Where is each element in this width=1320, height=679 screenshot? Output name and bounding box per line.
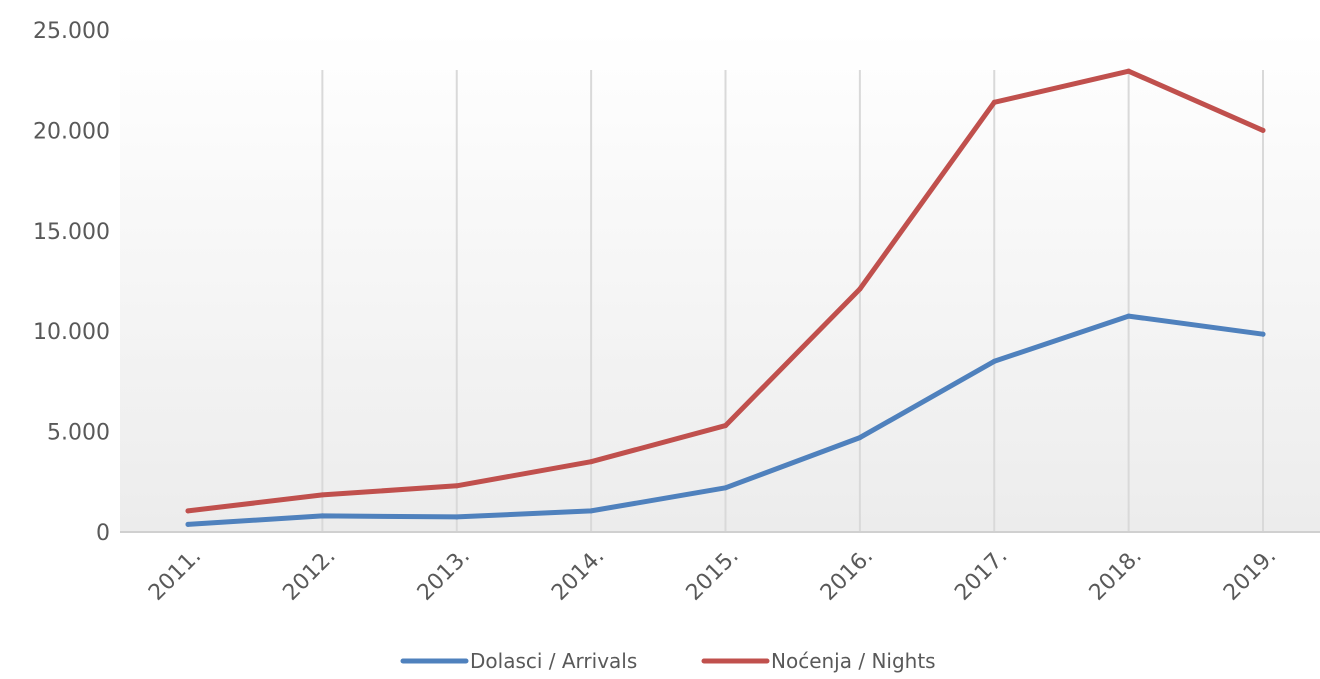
grid-lines <box>321 70 1264 532</box>
y-tick-label: 10.000 <box>33 320 110 345</box>
data-point <box>1126 68 1132 74</box>
data-point <box>857 435 863 441</box>
data-point <box>1260 127 1266 133</box>
x-tick-label: 2015. <box>682 544 744 606</box>
data-point <box>1260 331 1266 337</box>
x-tick-label: 2018. <box>1085 544 1147 606</box>
y-tick-label: 20.000 <box>33 119 110 144</box>
data-point <box>723 485 728 491</box>
data-point <box>991 358 997 364</box>
legend: Dolasci / Arrivals Noćenja / Nights <box>400 649 936 673</box>
data-point <box>319 513 325 519</box>
x-tick-label: 2019. <box>1219 544 1281 606</box>
data-point <box>991 99 997 105</box>
x-tick-label: 2011. <box>144 544 206 606</box>
y-axis: 0 5.000 10.000 15.000 20.000 25.000 <box>33 19 110 546</box>
y-tick-label: 0 <box>96 521 110 546</box>
data-point <box>454 483 460 489</box>
data-point <box>588 459 594 465</box>
series-lines <box>185 68 1266 527</box>
x-tick-label: 2013. <box>413 544 475 606</box>
data-point <box>723 423 728 429</box>
x-axis: 2011. 2012. 2013. 2014. 2015. 2016. 2017. 2018.… <box>144 544 1281 606</box>
data-point <box>857 286 863 292</box>
data-point <box>185 508 191 514</box>
x-tick-label: 2017. <box>950 544 1012 606</box>
y-tick-label: 5.000 <box>47 421 110 446</box>
legend-label: Noćenja / Nights <box>771 649 936 673</box>
data-point <box>185 521 191 527</box>
legend-label: Dolasci / Arrivals <box>470 649 637 673</box>
y-tick-label: 15.000 <box>33 220 110 245</box>
data-point <box>588 508 594 514</box>
x-tick-label: 2016. <box>816 544 878 606</box>
data-point <box>1126 313 1132 319</box>
x-tick-label: 2014. <box>547 544 609 606</box>
plot-area <box>120 30 1320 532</box>
y-tick-label: 25.000 <box>33 19 110 44</box>
x-tick-label: 2012. <box>278 544 340 606</box>
data-point <box>454 514 460 520</box>
data-point <box>319 492 325 498</box>
